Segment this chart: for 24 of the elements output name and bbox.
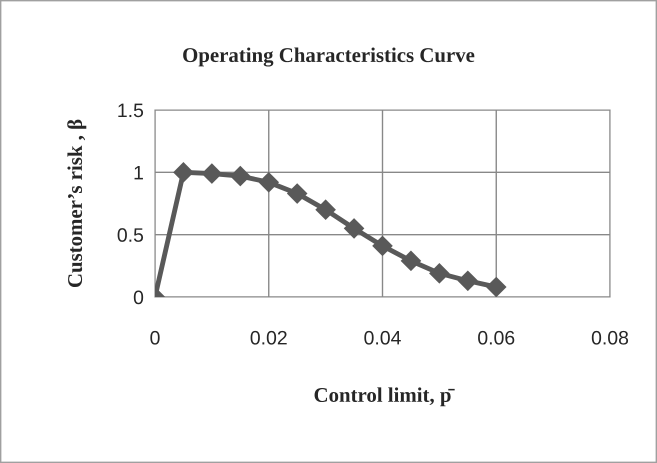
- point: [372, 236, 393, 256]
- x-tick-label: 0: [150, 330, 160, 345]
- point: [173, 162, 194, 183]
- y-tick-label: 1.5: [118, 104, 144, 118]
- x-axis-title: Control limit, p̄: [314, 387, 455, 406]
- point: [315, 199, 336, 220]
- point: [230, 166, 251, 186]
- x-tick-label: 0.06: [478, 330, 514, 345]
- chart-title: Operating Characteristics Curve: [183, 47, 474, 67]
- point: [486, 276, 507, 297]
- y-tick-label: 0.5: [118, 228, 144, 242]
- point: [202, 163, 222, 184]
- y-tick-label: 0: [134, 290, 144, 304]
- y-tick-label: 1: [134, 166, 143, 180]
- point: [458, 270, 478, 292]
- point: [400, 250, 422, 272]
- point: [344, 218, 364, 239]
- point: [258, 172, 280, 193]
- x-tick-label: 0.04: [364, 330, 401, 345]
- x-tick-label: 0.08: [592, 330, 628, 345]
- x-tick-label: 0.02: [250, 330, 287, 345]
- point: [286, 183, 308, 204]
- y-axis-title: Customer’s risk , β: [67, 120, 86, 288]
- point: [429, 263, 450, 284]
